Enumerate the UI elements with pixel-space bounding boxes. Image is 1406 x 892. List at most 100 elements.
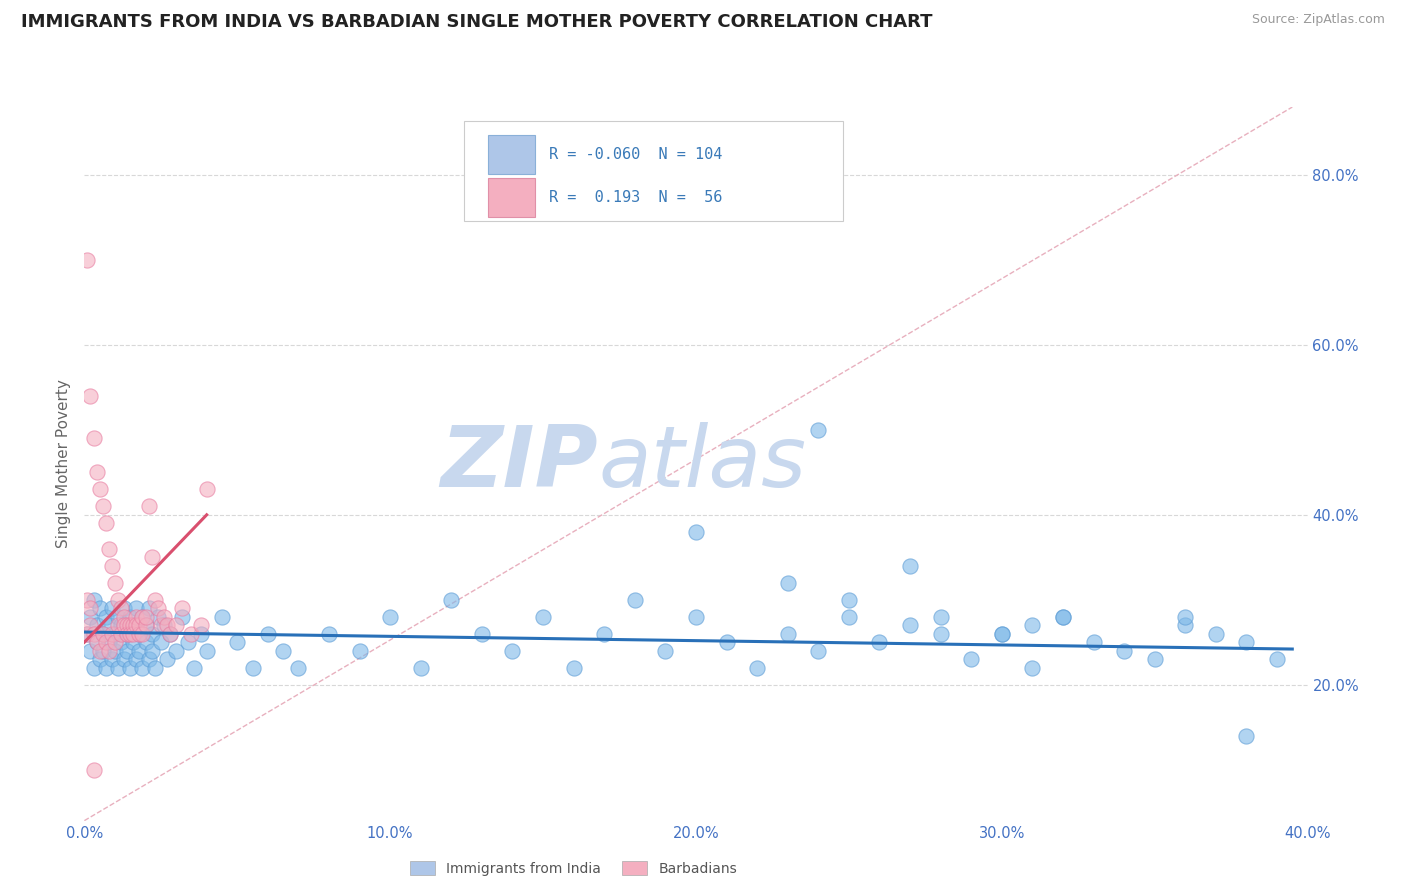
Point xyxy=(1021,661,1043,675)
Point xyxy=(226,635,249,649)
Point xyxy=(128,618,150,632)
Point xyxy=(929,609,952,624)
Point xyxy=(122,635,145,649)
Text: atlas: atlas xyxy=(598,422,806,506)
Point xyxy=(1114,644,1136,658)
Point xyxy=(112,609,135,624)
Point xyxy=(807,423,830,437)
Point xyxy=(76,626,98,640)
Point xyxy=(183,661,205,675)
Point xyxy=(94,661,117,675)
Point xyxy=(83,763,105,777)
Point xyxy=(97,644,120,658)
Point xyxy=(89,601,111,615)
Legend: Immigrants from India, Barbadians: Immigrants from India, Barbadians xyxy=(405,855,742,881)
Point xyxy=(112,618,135,632)
Point xyxy=(120,661,142,675)
Point xyxy=(135,609,157,624)
Point xyxy=(83,626,105,640)
Point xyxy=(128,626,150,640)
Point xyxy=(165,618,187,632)
Point xyxy=(83,661,105,675)
Point xyxy=(122,618,145,632)
Point xyxy=(131,661,153,675)
Point xyxy=(471,626,494,640)
Point xyxy=(165,644,187,658)
Point xyxy=(97,618,120,632)
Point xyxy=(1143,652,1166,666)
Point xyxy=(131,609,153,624)
Point xyxy=(190,626,212,640)
Point xyxy=(685,524,707,539)
Point xyxy=(380,609,402,624)
Point xyxy=(177,635,200,649)
Point xyxy=(107,661,129,675)
Text: Source: ZipAtlas.com: Source: ZipAtlas.com xyxy=(1251,13,1385,27)
Point xyxy=(138,500,160,514)
Point xyxy=(101,652,124,666)
Point xyxy=(101,626,124,640)
Point xyxy=(838,592,860,607)
Point xyxy=(115,618,138,632)
Point xyxy=(180,626,202,640)
Point xyxy=(104,626,127,640)
FancyBboxPatch shape xyxy=(488,135,534,174)
Point xyxy=(898,558,921,573)
Point xyxy=(76,592,98,607)
Point xyxy=(94,516,117,531)
Point xyxy=(776,575,799,590)
Point xyxy=(104,635,127,649)
Point xyxy=(242,661,264,675)
Point xyxy=(86,635,108,649)
Point xyxy=(531,609,554,624)
Point xyxy=(115,644,138,658)
Point xyxy=(122,626,145,640)
Point xyxy=(115,626,138,640)
Point xyxy=(747,661,769,675)
Point xyxy=(91,644,114,658)
Text: IMMIGRANTS FROM INDIA VS BARBADIAN SINGLE MOTHER POVERTY CORRELATION CHART: IMMIGRANTS FROM INDIA VS BARBADIAN SINGL… xyxy=(21,13,932,31)
Point xyxy=(929,626,952,640)
Point xyxy=(502,644,524,658)
Point xyxy=(195,644,218,658)
Point xyxy=(149,635,172,649)
Point xyxy=(104,575,127,590)
Point xyxy=(107,618,129,632)
Point xyxy=(1236,729,1258,743)
Point xyxy=(83,431,105,445)
Point xyxy=(1174,618,1197,632)
Point xyxy=(86,635,108,649)
Point xyxy=(1052,609,1074,624)
Point xyxy=(195,483,218,497)
Point xyxy=(94,609,117,624)
Point xyxy=(104,644,127,658)
Point xyxy=(593,626,616,640)
Point xyxy=(153,609,176,624)
Point xyxy=(156,618,179,632)
Point xyxy=(143,592,166,607)
Point xyxy=(125,618,148,632)
Point xyxy=(1205,626,1227,640)
Point xyxy=(86,466,108,480)
Point xyxy=(110,601,132,615)
Point xyxy=(110,635,132,649)
Point xyxy=(159,626,181,640)
Point xyxy=(89,644,111,658)
Point xyxy=(869,635,891,649)
Point xyxy=(716,635,738,649)
Point xyxy=(1083,635,1105,649)
Point xyxy=(101,601,124,615)
Point xyxy=(131,626,153,640)
Point xyxy=(141,644,163,658)
Point xyxy=(409,661,432,675)
Point xyxy=(776,626,799,640)
Point xyxy=(122,618,145,632)
Point xyxy=(115,626,138,640)
Point xyxy=(107,609,129,624)
Point xyxy=(79,644,101,658)
Text: ZIP: ZIP xyxy=(440,422,598,506)
Point xyxy=(318,626,340,640)
Point xyxy=(79,389,101,403)
Point xyxy=(120,609,142,624)
Point xyxy=(190,618,212,632)
